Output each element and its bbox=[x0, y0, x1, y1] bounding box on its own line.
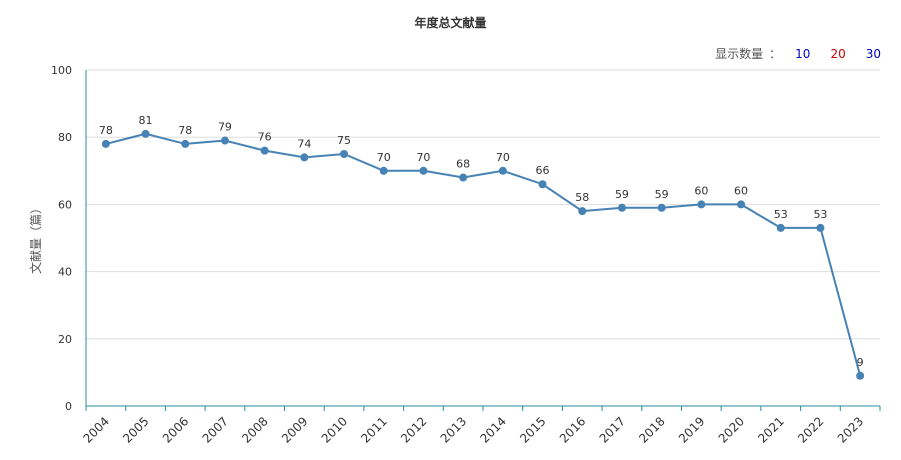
x-tick-label: 2019 bbox=[676, 414, 707, 445]
data-label: 70 bbox=[416, 151, 430, 164]
data-point bbox=[498, 166, 507, 175]
data-label: 60 bbox=[734, 184, 748, 197]
data-label: 78 bbox=[99, 124, 113, 137]
y-axis-label: 文献量（篇） bbox=[28, 202, 43, 274]
data-point bbox=[776, 223, 785, 232]
x-tick-label: 2006 bbox=[160, 414, 191, 445]
data-point bbox=[657, 203, 666, 212]
x-tick-label: 2009 bbox=[279, 414, 310, 445]
y-tick-label: 80 bbox=[58, 131, 72, 144]
data-label: 59 bbox=[655, 188, 669, 201]
x-tick-label: 2023 bbox=[835, 414, 866, 445]
x-tick-label: 2020 bbox=[716, 414, 747, 445]
data-label: 53 bbox=[774, 208, 788, 221]
data-label: 58 bbox=[575, 191, 589, 204]
x-tick-label: 2018 bbox=[636, 414, 667, 445]
data-label: 53 bbox=[813, 208, 827, 221]
data-point bbox=[697, 200, 706, 209]
data-label: 59 bbox=[615, 188, 629, 201]
data-label: 76 bbox=[258, 131, 272, 144]
data-point bbox=[737, 200, 746, 209]
data-point bbox=[300, 153, 309, 162]
x-tick-label: 2011 bbox=[358, 414, 389, 445]
x-tick-label: 2017 bbox=[597, 414, 628, 445]
x-tick-label: 2007 bbox=[200, 414, 231, 445]
chart-title: 年度总文献量 bbox=[414, 16, 487, 30]
data-point bbox=[816, 223, 825, 232]
data-point bbox=[379, 166, 388, 175]
data-point bbox=[419, 166, 428, 175]
data-label: 70 bbox=[496, 151, 510, 164]
y-tick-label: 100 bbox=[51, 64, 72, 77]
data-label: 9 bbox=[857, 356, 864, 369]
data-point bbox=[538, 180, 547, 189]
data-label: 74 bbox=[297, 137, 311, 150]
data-label: 75 bbox=[337, 134, 351, 147]
x-tick-label: 2015 bbox=[517, 414, 548, 445]
display-option-30[interactable]: 30 bbox=[865, 46, 881, 61]
data-label: 78 bbox=[178, 124, 192, 137]
display-count-control: 显示数量 ： 10 20 30 bbox=[715, 45, 881, 62]
x-tick-label: 2010 bbox=[319, 414, 350, 445]
series-line bbox=[105, 132, 862, 377]
x-tick-label: 2008 bbox=[239, 414, 270, 445]
display-option-20[interactable]: 20 bbox=[830, 46, 846, 61]
data-point bbox=[856, 371, 865, 380]
data-point bbox=[459, 173, 468, 182]
data-point bbox=[101, 139, 110, 148]
data-point bbox=[340, 150, 349, 158]
y-tick-label: 40 bbox=[58, 266, 72, 279]
data-point bbox=[617, 203, 626, 212]
x-tick-label: 2012 bbox=[398, 414, 429, 445]
data-point bbox=[260, 146, 269, 155]
display-option-10[interactable]: 10 bbox=[795, 46, 811, 61]
display-count-label: 显示数量 bbox=[715, 47, 764, 61]
data-label: 68 bbox=[456, 158, 470, 171]
y-tick-label: 0 bbox=[65, 400, 72, 413]
data-label: 66 bbox=[536, 164, 550, 177]
x-tick-label: 2014 bbox=[477, 414, 508, 445]
data-label: 79 bbox=[218, 121, 232, 134]
data-point bbox=[578, 207, 587, 216]
y-tick-label: 20 bbox=[58, 333, 72, 346]
x-tick-label: 2005 bbox=[120, 414, 151, 445]
x-tick-label: 2016 bbox=[557, 414, 588, 445]
data-label: 81 bbox=[139, 114, 153, 127]
data-label: 60 bbox=[694, 184, 708, 197]
display-count-colon: ： bbox=[769, 47, 782, 61]
x-tick-label: 2021 bbox=[755, 414, 786, 445]
data-point bbox=[220, 136, 229, 145]
y-tick-label: 60 bbox=[58, 198, 72, 211]
x-tick-label: 2022 bbox=[795, 414, 826, 445]
x-tick-label: 2013 bbox=[438, 414, 469, 445]
data-label: 70 bbox=[377, 151, 391, 164]
x-tick-label: 2004 bbox=[80, 414, 111, 445]
data-point bbox=[141, 129, 150, 138]
data-point bbox=[181, 139, 190, 148]
